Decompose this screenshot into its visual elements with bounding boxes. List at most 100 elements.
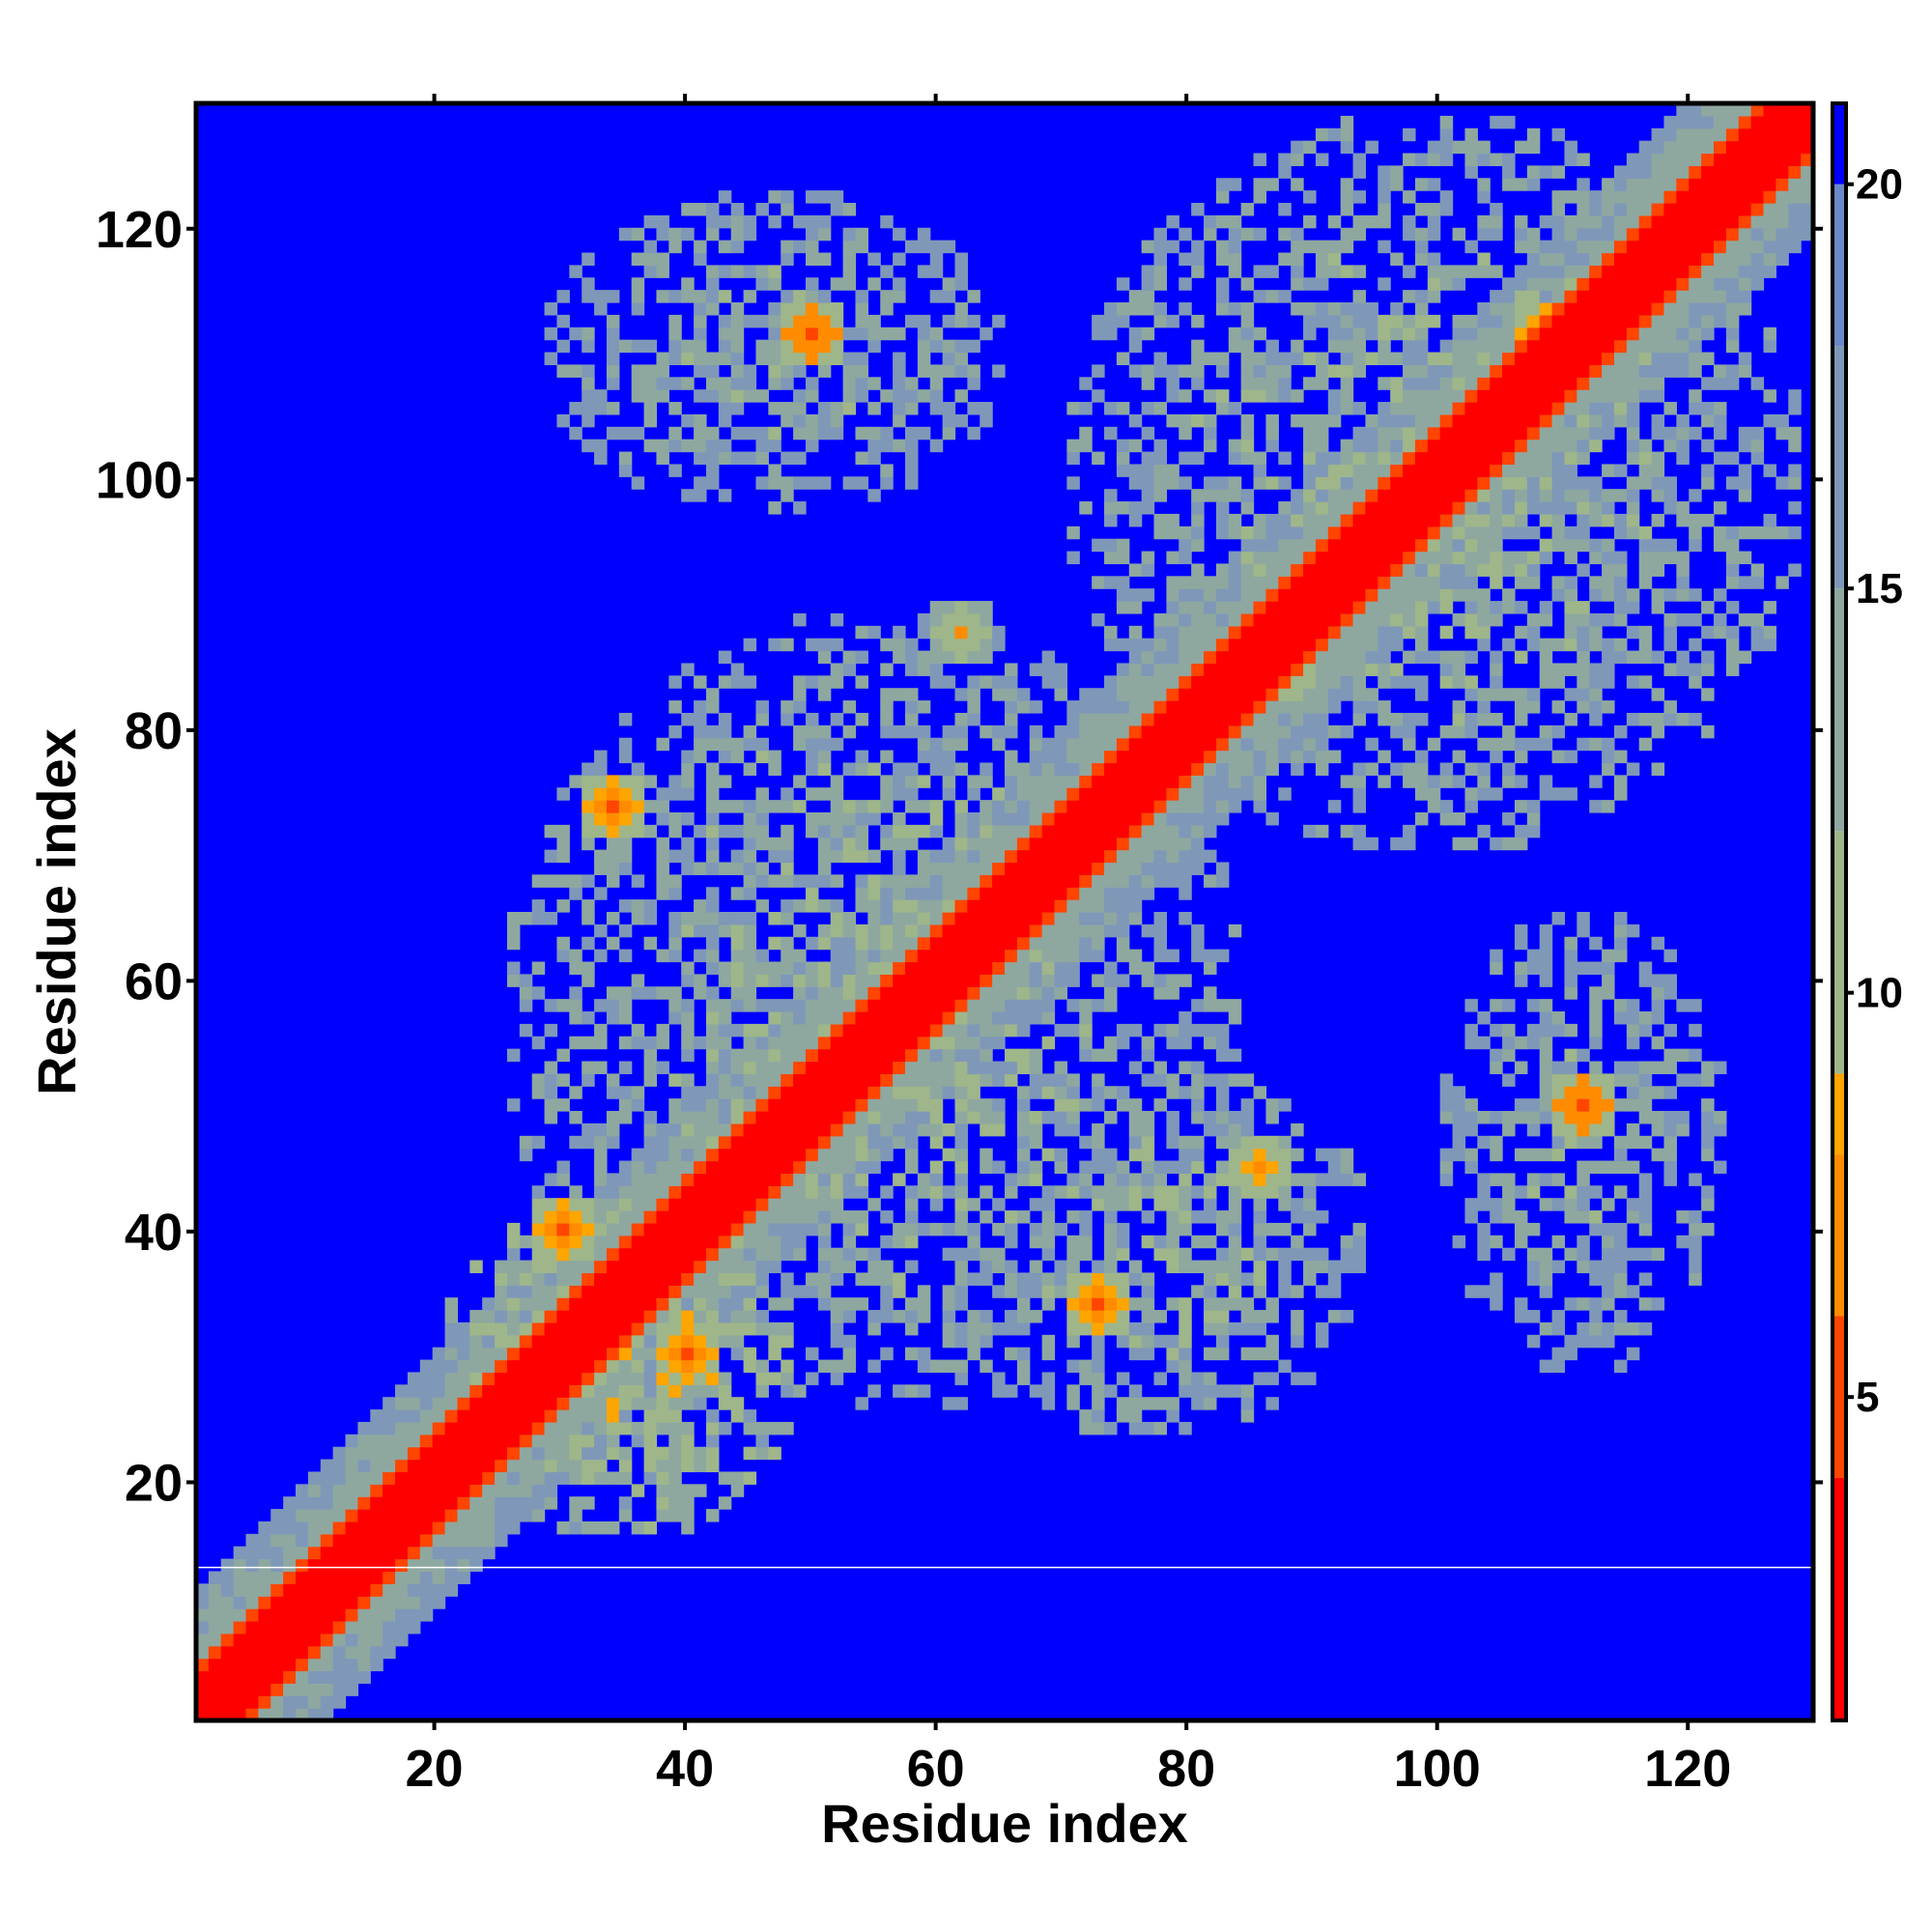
heatmap-cell xyxy=(457,1321,470,1336)
heatmap-cell xyxy=(1403,526,1416,540)
heatmap-cell xyxy=(1191,1148,1205,1162)
heatmap-cell xyxy=(482,1334,496,1349)
heatmap-cell xyxy=(793,1011,807,1025)
heatmap-cell xyxy=(1551,501,1566,515)
heatmap-cell xyxy=(618,1222,633,1236)
heatmap-cell xyxy=(1016,1135,1031,1150)
heatmap-cell xyxy=(805,302,819,316)
heatmap-cell xyxy=(1191,1397,1205,1410)
heatmap-cell xyxy=(582,1471,595,1485)
heatmap-cell xyxy=(917,227,931,242)
heatmap-cell xyxy=(594,811,608,826)
heatmap-cell xyxy=(444,1310,459,1323)
heatmap-cell xyxy=(1079,402,1093,415)
heatmap-cell xyxy=(929,1111,944,1124)
heatmap-cell xyxy=(855,800,868,813)
heatmap-cell xyxy=(1403,426,1416,440)
heatmap-cell xyxy=(1477,140,1491,155)
heatmap-cell xyxy=(1390,762,1404,776)
heatmap-cell xyxy=(1215,949,1230,963)
heatmap-cell xyxy=(830,1160,844,1175)
heatmap-cell xyxy=(705,1036,720,1050)
heatmap-cell xyxy=(1166,464,1179,477)
heatmap-cell xyxy=(942,1023,956,1037)
heatmap-cell xyxy=(855,1086,868,1099)
heatmap-cell xyxy=(1477,214,1491,229)
heatmap-cell xyxy=(469,1409,483,1423)
heatmap-cell xyxy=(1104,775,1118,788)
heatmap-cell xyxy=(1215,874,1230,888)
heatmap-cell xyxy=(681,413,695,428)
heatmap-cell xyxy=(419,1546,434,1560)
heatmap-cell xyxy=(1066,1023,1080,1037)
heatmap-cell xyxy=(444,1409,459,1423)
heatmap-cell xyxy=(755,1048,769,1063)
heatmap-cell xyxy=(830,936,844,951)
heatmap-cell xyxy=(1414,650,1429,665)
heatmap-cell xyxy=(531,1185,546,1199)
heatmap-cell xyxy=(1066,712,1080,726)
heatmap-cell xyxy=(817,1011,832,1025)
heatmap-cell xyxy=(1116,824,1130,838)
heatmap-cell xyxy=(320,1658,334,1672)
heatmap-cell xyxy=(743,1173,757,1186)
heatmap-cell xyxy=(1539,675,1553,689)
heatmap-cell xyxy=(1005,1073,1018,1087)
heatmap-cell xyxy=(594,923,608,938)
heatmap-cell xyxy=(1526,688,1541,701)
heatmap-cell xyxy=(469,1347,483,1361)
heatmap-cell xyxy=(519,1310,533,1323)
heatmap-cell xyxy=(643,1421,658,1435)
heatmap-cell xyxy=(1029,800,1043,813)
heatmap-cell xyxy=(1390,638,1404,652)
heatmap-cell xyxy=(743,1061,757,1074)
heatmap-cell xyxy=(1539,240,1553,254)
heatmap-cell xyxy=(893,352,906,366)
heatmap-cell xyxy=(1340,327,1354,341)
heatmap-cell xyxy=(904,688,919,701)
heatmap-cell xyxy=(1016,974,1031,987)
heatmap-cell xyxy=(1092,712,1105,726)
heatmap-cell xyxy=(694,986,707,1000)
heatmap-cell xyxy=(917,612,931,627)
heatmap-cell xyxy=(954,1334,968,1349)
heatmap-cell xyxy=(1464,389,1478,403)
heatmap-cell xyxy=(1005,811,1018,826)
heatmap-cell xyxy=(1041,1297,1056,1311)
heatmap-cell xyxy=(781,203,794,216)
heatmap-cell xyxy=(1079,1235,1093,1249)
heatmap-cell xyxy=(992,961,1006,975)
heatmap-cell xyxy=(320,1471,334,1485)
heatmap-cell xyxy=(643,986,658,1000)
heatmap-cell xyxy=(1228,1122,1242,1137)
heatmap-cell xyxy=(482,1409,496,1423)
heatmap-cell xyxy=(1327,1260,1342,1274)
heatmap-cell xyxy=(1315,377,1329,390)
heatmap-cell xyxy=(730,1148,745,1162)
heatmap-cell xyxy=(631,302,645,316)
heatmap-cell xyxy=(1054,912,1067,925)
heatmap-cell xyxy=(929,1222,944,1236)
heatmap-cell xyxy=(1265,601,1279,614)
heatmap-cell xyxy=(444,1520,459,1535)
heatmap-cell xyxy=(556,1247,570,1262)
heatmap-cell xyxy=(705,1446,720,1461)
heatmap-cell xyxy=(1539,663,1553,676)
heatmap-cell xyxy=(1502,737,1516,752)
heatmap-cell xyxy=(793,364,807,378)
heatmap-cell xyxy=(1104,700,1118,714)
heatmap-cell xyxy=(1464,240,1478,254)
heatmap-cell xyxy=(730,737,745,752)
heatmap-cell xyxy=(1352,762,1367,776)
heatmap-cell xyxy=(1141,501,1155,515)
heatmap-cell xyxy=(755,1198,769,1211)
heatmap-cell xyxy=(1016,787,1031,801)
heatmap-cell xyxy=(1240,489,1255,502)
heatmap-cell xyxy=(1179,1359,1192,1374)
heatmap-cell xyxy=(1452,265,1466,278)
heatmap-cell xyxy=(469,1421,483,1435)
heatmap-cell xyxy=(793,612,807,627)
heatmap-cell xyxy=(1526,811,1541,826)
heatmap-cell xyxy=(1104,1247,1118,1262)
heatmap-cell xyxy=(606,1372,620,1385)
